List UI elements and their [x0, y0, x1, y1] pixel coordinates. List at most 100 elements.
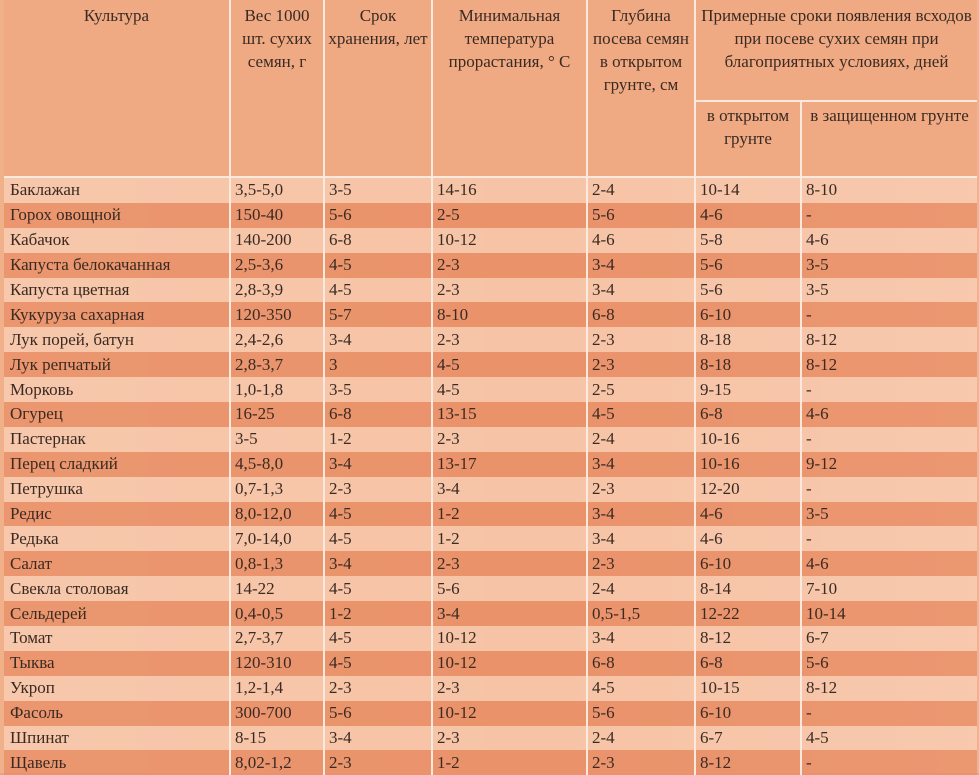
cell-open-ground: 9-15	[695, 377, 802, 403]
table-row: Лук порей, батун 2,4-2,6 3-4 2-3 2-3 8-18 8-12	[4, 327, 978, 353]
cell-min-temp: 3-4	[432, 601, 588, 627]
cell-storage: 1-2	[324, 601, 433, 627]
table-row: Морковь 1,0-1,8 3-5 4-5 2-5 9-15-	[4, 377, 978, 403]
cell-weight: 2,8-3,9	[230, 277, 325, 303]
table-row: Лук репчатый 2,8-3,7 3 4-5 2-3 8-18 8-12	[4, 352, 978, 378]
cell-crop: Редис	[4, 501, 231, 527]
cell-depth: 0,5-1,5	[587, 601, 696, 627]
cell-crop: Свекла столовая	[4, 576, 231, 602]
cell-open-ground: 8-12	[695, 750, 802, 775]
cell-min-temp: 4-5	[432, 352, 588, 378]
cell-depth: 4-5	[587, 402, 696, 427]
cell-protected-ground: 3-5	[801, 252, 978, 278]
cell-crop: Перец сладкий	[4, 451, 231, 477]
cell-weight: 8-15	[230, 725, 325, 751]
header-weight: Вес 1000 шт. сухих семян, г	[230, 0, 325, 177]
table-row: Шпинат 8-15 3-4 2-3 2-4 6-7 4-5	[4, 725, 978, 751]
cell-open-ground: 5-6	[695, 277, 802, 303]
cell-weight: 120-310	[230, 650, 325, 676]
table-row: Свекла столовая 14-22 4-5 5-6 2-4 8-14 7-10	[4, 576, 978, 602]
cell-protected-ground: 4-6	[801, 402, 978, 427]
cell-min-temp: 2-5	[432, 202, 588, 228]
cell-min-temp: 2-3	[432, 252, 588, 278]
cell-crop: Капуста цветная	[4, 277, 231, 303]
cell-depth: 4-6	[587, 227, 696, 253]
cell-storage: 5-6	[324, 700, 433, 726]
cell-open-ground: 12-20	[695, 476, 802, 502]
cell-protected-ground: 3-5	[801, 501, 978, 527]
cell-crop: Салат	[4, 551, 231, 577]
cell-storage: 5-7	[324, 302, 433, 328]
cell-min-temp: 5-6	[432, 576, 588, 602]
cell-min-temp: 1-2	[432, 750, 588, 775]
cell-crop: Морковь	[4, 377, 231, 403]
table-row: Редька 7,0-14,0 4-5 1-2 3-4 4-6-	[4, 526, 978, 552]
cell-storage: 1-2	[324, 426, 433, 452]
cell-crop: Кукуруза сахарная	[4, 302, 231, 328]
cell-depth: 3-4	[587, 626, 696, 651]
cell-min-temp: 2-3	[432, 725, 588, 751]
cell-crop: Пастернак	[4, 426, 231, 452]
cell-weight: 0,4-0,5	[230, 601, 325, 627]
cell-protected-ground: -	[801, 750, 978, 775]
cell-min-temp: 1-2	[432, 501, 588, 527]
cell-min-temp: 2-3	[432, 551, 588, 577]
cell-storage: 4-5	[324, 252, 433, 278]
cell-storage: 6-8	[324, 227, 433, 253]
cell-protected-ground: 7-10	[801, 576, 978, 602]
cell-open-ground: 6-8	[695, 650, 802, 676]
cell-crop: Фасоль	[4, 700, 231, 726]
table-row: Огурец 16-25 6-8 13-15 4-5 6-8 4-6	[4, 402, 978, 427]
cell-storage: 3-4	[324, 327, 433, 353]
table-row: Горох овощной 150-40 5-6 2-5 5-6 4-6-	[4, 202, 978, 228]
table-row: Перец сладкий 4,5-8,0 3-4 13-17 3-4 10-16 9-12	[4, 451, 978, 477]
header-storage: Срок хранения, лет	[324, 0, 433, 177]
cell-min-temp: 4-5	[432, 377, 588, 403]
table-row: Кукуруза сахарная 120-350 5-7 8-10 6-8 6-10-	[4, 302, 978, 328]
seed-data-table: Культура Вес 1000 шт. сухих семян, г Сро…	[4, 0, 978, 775]
cell-protected-ground: -	[801, 700, 978, 726]
cell-depth: 4-5	[587, 675, 696, 701]
cell-weight: 16-25	[230, 402, 325, 427]
table-row: Петрушка 0,7-1,3 2-3 3-4 2-3 12-20-	[4, 476, 978, 502]
cell-depth: 2-3	[587, 551, 696, 577]
table-body: Баклажан 3,5-5,0 3-5 14-16 2-4 10-14 8-10 Горох…	[4, 176, 978, 775]
cell-depth: 2-3	[587, 476, 696, 502]
table-row: Капуста цветная 2,8-3,9 4-5 2-3 3-4 5-6 3-5	[4, 277, 978, 303]
cell-weight: 4,5-8,0	[230, 451, 325, 477]
header-sowing-depth: Глубина посева семян в открытом грунте, …	[587, 0, 696, 177]
table-row: Фасоль 300-700 5-6 10-12 5-6 6-10-	[4, 700, 978, 726]
header-open-ground: в открытом грунте	[695, 100, 802, 177]
cell-storage: 4-5	[324, 626, 433, 651]
table-row: Редис 8,0-12,0 4-5 1-2 3-4 4-6 3-5	[4, 501, 978, 527]
cell-open-ground: 4-6	[695, 501, 802, 527]
cell-weight: 3,5-5,0	[230, 176, 325, 203]
cell-crop: Лук порей, батун	[4, 327, 231, 353]
cell-protected-ground: 8-12	[801, 327, 978, 353]
cell-crop: Кабачок	[4, 227, 231, 253]
table-row: Тыква 120-310 4-5 10-12 6-8 6-8 5-6	[4, 650, 978, 676]
table-row: Кабачок 140-200 6-8 10-12 4-6 5-8 4-6	[4, 227, 978, 253]
cell-open-ground: 8-18	[695, 352, 802, 378]
cell-crop: Сельдерей	[4, 601, 231, 627]
cell-storage: 2-3	[324, 750, 433, 775]
cell-storage: 3-4	[324, 551, 433, 577]
table-row: Баклажан 3,5-5,0 3-5 14-16 2-4 10-14 8-10	[4, 176, 978, 203]
table-row: Томат 2,7-3,7 4-5 10-12 3-4 8-12 6-7	[4, 626, 978, 651]
cell-min-temp: 1-2	[432, 526, 588, 552]
cell-depth: 2-5	[587, 377, 696, 403]
cell-min-temp: 13-17	[432, 451, 588, 477]
cell-min-temp: 10-12	[432, 227, 588, 253]
cell-open-ground: 6-10	[695, 700, 802, 726]
cell-crop: Тыква	[4, 650, 231, 676]
cell-protected-ground: -	[801, 426, 978, 452]
header-crop: Культура	[4, 0, 231, 177]
cell-weight: 0,8-1,3	[230, 551, 325, 577]
cell-min-temp: 2-3	[432, 675, 588, 701]
cell-open-ground: 8-18	[695, 327, 802, 353]
cell-protected-ground: -	[801, 526, 978, 552]
cell-protected-ground: 9-12	[801, 451, 978, 477]
cell-open-ground: 8-12	[695, 626, 802, 651]
header-min-temperature: Минимальная температура прорастания, ° С	[432, 0, 588, 177]
